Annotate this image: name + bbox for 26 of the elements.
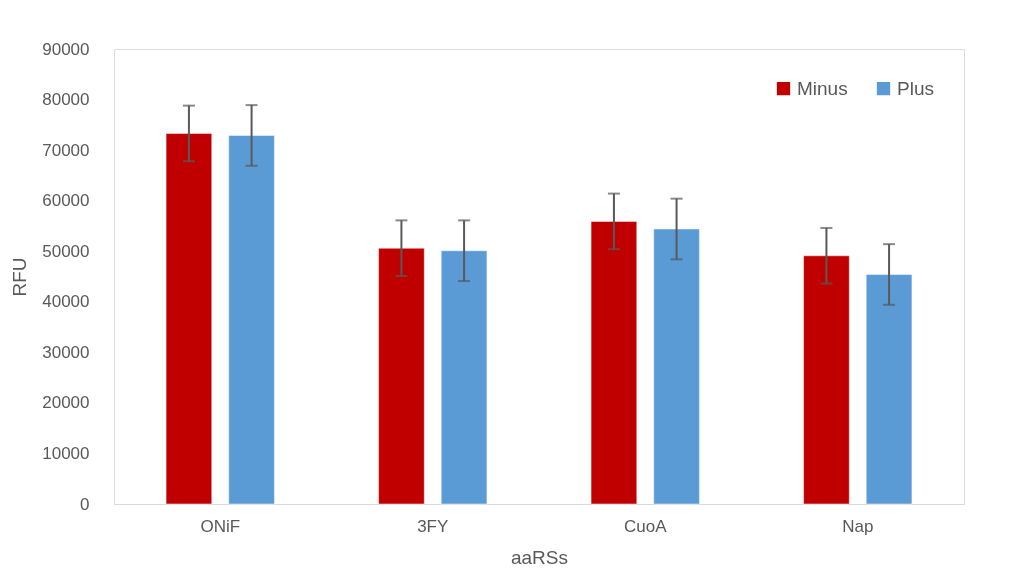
bar: [440, 250, 488, 505]
y-tick-label: 10000: [42, 443, 90, 463]
y-tick-label: 0: [80, 494, 90, 514]
bar: [590, 221, 638, 505]
bar: [165, 133, 213, 505]
bar: [228, 135, 275, 505]
x-tick-label: 3FY: [417, 516, 449, 536]
legend-label: Minus: [797, 77, 848, 99]
legend-label: Plus: [897, 77, 934, 99]
x-axis-title: aaRSs: [510, 546, 569, 568]
x-tick-label: ONiF: [200, 516, 241, 536]
y-tick-label: 90000: [42, 39, 90, 59]
bar: [803, 255, 850, 505]
y-tick-label: 30000: [42, 342, 90, 362]
y-axis-title: RFU: [9, 257, 31, 297]
bar: [865, 274, 913, 505]
x-tick-label: CuoA: [623, 516, 668, 536]
y-tick-label: 50000: [42, 241, 90, 261]
y-tick-label: 80000: [42, 90, 90, 110]
y-tick-label: 20000: [42, 393, 90, 413]
x-tick-label: Nap: [842, 516, 874, 536]
y-tick-label: 40000: [42, 292, 90, 312]
bar: [378, 247, 425, 505]
y-tick-label: 70000: [42, 140, 90, 160]
y-tick-label: 60000: [42, 191, 90, 211]
bar: [653, 228, 700, 505]
